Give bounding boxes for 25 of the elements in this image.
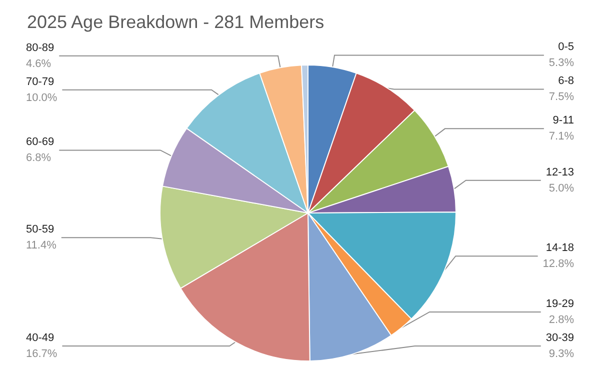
slice-label: 80-89 [26, 42, 54, 54]
slice-label: 50-59 [26, 224, 54, 236]
slice-label: 60-69 [26, 136, 54, 148]
slice-label: 0-5 [558, 41, 574, 54]
data-label: 11.4% [26, 240, 57, 252]
slice-label: 30-39 [546, 332, 574, 344]
data-label: 2.8% [548, 314, 574, 326]
chart-title: 2025 Age Breakdown - 281 Members [27, 12, 324, 32]
data-label: 16.7% [26, 348, 58, 360]
slice-label: 9-11 [552, 114, 574, 127]
slice-label: 6-8 [558, 75, 574, 88]
data-label: 12.8% [542, 258, 574, 270]
slice-label: 40-49 [26, 332, 54, 344]
slice-label: 19-29 [546, 298, 574, 310]
data-label: 6.8% [26, 152, 52, 164]
data-label: 4.6% [26, 58, 52, 70]
slice-label: 14-18 [546, 242, 574, 254]
data-label: 10.0% [26, 92, 58, 104]
slice-label: 12-13 [546, 166, 574, 178]
data-label: 5.0% [548, 182, 574, 194]
slice-label: 70-79 [26, 76, 54, 88]
data-label: 7.5% [548, 91, 574, 104]
data-label: 5.3% [548, 57, 574, 70]
data-label: 7.1% [548, 130, 574, 143]
data-label: 9.3% [548, 348, 574, 360]
